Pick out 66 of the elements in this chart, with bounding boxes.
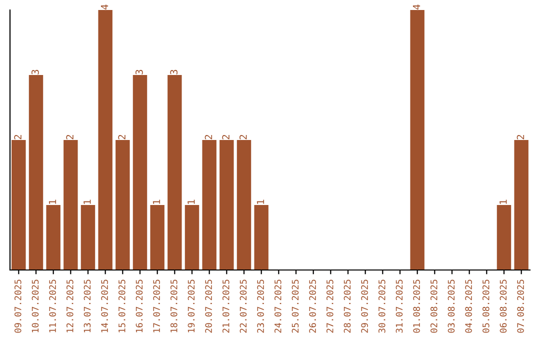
x-tick-label: 18.07.2025 <box>170 280 178 332</box>
x-tick-label: 16.07.2025 <box>136 280 143 332</box>
data-label: 3 <box>135 70 143 74</box>
bar <box>132 75 148 270</box>
bar <box>496 205 512 270</box>
x-tick-label: 10.07.2025 <box>32 280 39 332</box>
data-label: 2 <box>66 134 74 140</box>
x-tick-label: 31.07.2025 <box>396 280 403 333</box>
bar <box>236 140 252 270</box>
x-tick-label: 01.08.2025 <box>413 280 420 333</box>
bar <box>168 75 182 270</box>
x-tick-label: 29.07.2025 <box>361 280 368 333</box>
x-tick-label: 27.07.2025 <box>326 280 334 333</box>
data-label: 2 <box>14 134 22 140</box>
x-tick-label: 05.08.2025 <box>482 280 490 333</box>
data-label: 2 <box>204 134 212 140</box>
x-tick-label: 19.07.2025 <box>188 280 195 332</box>
data-label: 1 <box>152 200 160 204</box>
data-label: 1 <box>84 200 91 204</box>
data-label: 4 <box>412 4 420 10</box>
bar <box>254 205 268 270</box>
data-label: 2 <box>222 134 230 140</box>
data-label: 3 <box>170 70 178 74</box>
x-tick-label: 02.08.2025 <box>430 280 438 333</box>
data-label: 2 <box>239 134 247 140</box>
bar <box>410 10 424 270</box>
bar <box>80 205 96 270</box>
x-tick-label: 07.08.2025 <box>517 280 524 333</box>
bar <box>116 140 130 270</box>
data-label: 1 <box>500 200 507 204</box>
bar <box>184 205 200 270</box>
data-label: 2 <box>118 134 126 140</box>
x-tick-label: 23.07.2025 <box>257 280 264 333</box>
x-tick-label: 14.07.2025 <box>101 280 108 332</box>
x-tick-label: 22.07.2025 <box>240 280 247 333</box>
x-tick-label: 13.07.2025 <box>84 280 91 332</box>
x-tick-label: 11.07.2025 <box>49 280 56 332</box>
x-tick-label: 21.07.2025 <box>222 280 230 333</box>
x-tick-label: 30.07.2025 <box>378 280 386 333</box>
x-tick-label: 20.07.2025 <box>205 280 212 333</box>
bar <box>202 140 216 270</box>
x-tick-label: 12.07.2025 <box>66 280 74 332</box>
bar <box>150 205 164 270</box>
x-tick-label: 09.07.2025 <box>14 280 22 333</box>
bar <box>28 75 44 270</box>
data-label: 2 <box>516 134 524 140</box>
data-label: 1 <box>256 200 264 204</box>
x-tick-label: 24.07.2025 <box>274 280 282 333</box>
bar <box>98 10 112 270</box>
x-tick-label: 17.07.2025 <box>153 280 160 332</box>
data-label: 1 <box>188 200 195 204</box>
x-tick-label: 28.07.2025 <box>344 280 351 333</box>
x-tick-label: 26.07.2025 <box>309 280 316 333</box>
x-tick-label: 03.08.2025 <box>448 280 455 333</box>
bar <box>46 205 60 270</box>
bar <box>12 140 26 270</box>
data-label: 1 <box>48 200 56 204</box>
data-label: 4 <box>100 4 108 10</box>
data-label: 3 <box>31 70 39 74</box>
x-tick-label: 15.07.2025 <box>118 280 126 332</box>
x-tick-label: 04.08.2025 <box>465 280 472 333</box>
bar <box>64 140 78 270</box>
bar <box>220 140 234 270</box>
x-tick-label: 06.08.2025 <box>500 280 507 333</box>
bar <box>514 140 528 270</box>
x-tick-label: 25.07.2025 <box>292 280 299 333</box>
